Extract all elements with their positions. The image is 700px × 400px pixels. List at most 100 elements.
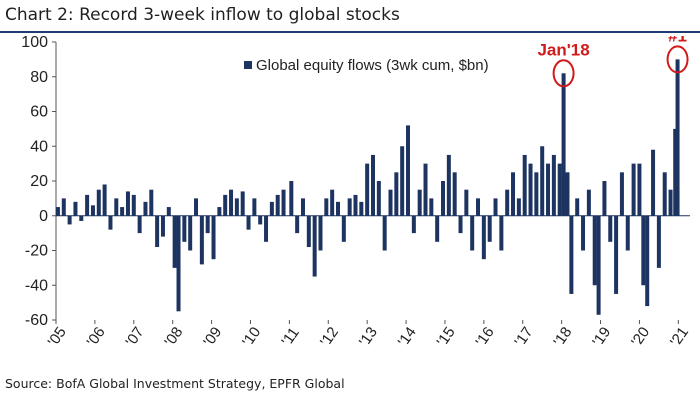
chart-title: Chart 2: Record 3-week inflow to global … xyxy=(5,5,400,25)
y-tick-label: 40 xyxy=(30,138,48,155)
y-tick-label: -60 xyxy=(25,312,48,329)
bar xyxy=(631,163,636,216)
x-tick-label: '14 xyxy=(395,324,420,350)
bar xyxy=(406,125,411,216)
bar xyxy=(217,207,222,216)
bar xyxy=(596,215,601,315)
bar xyxy=(487,215,492,242)
x-tick-label: '13 xyxy=(356,324,381,350)
bar xyxy=(592,215,597,286)
bar xyxy=(347,198,352,216)
bar xyxy=(289,181,294,216)
x-tick-label: '08 xyxy=(161,324,186,350)
bar xyxy=(470,215,475,251)
bar xyxy=(240,191,245,216)
bar xyxy=(435,215,440,242)
legend-label: Global equity flows (3wk cum, $bn) xyxy=(256,57,489,74)
bar xyxy=(476,198,481,216)
bar xyxy=(423,163,428,216)
x-tick-label: '18 xyxy=(550,324,575,350)
bar xyxy=(295,215,300,234)
bar xyxy=(194,198,199,216)
bar xyxy=(149,189,154,216)
bar xyxy=(199,215,204,265)
bar xyxy=(645,215,650,307)
bar xyxy=(102,184,107,216)
bar xyxy=(376,181,381,216)
x-tick-label: '19 xyxy=(589,324,614,350)
bar xyxy=(166,207,171,216)
bar xyxy=(143,201,148,216)
bar xyxy=(662,172,667,216)
bar xyxy=(108,215,113,230)
series-bars xyxy=(55,59,680,315)
x-tick-label: '09 xyxy=(200,324,225,350)
bar xyxy=(441,181,446,216)
bar xyxy=(234,198,239,216)
bar xyxy=(546,163,551,216)
bar xyxy=(394,172,399,216)
bar xyxy=(365,163,370,216)
bar xyxy=(182,215,187,242)
bar xyxy=(172,215,177,268)
bar xyxy=(388,189,393,216)
y-tick-label: 20 xyxy=(30,173,48,190)
x-tick-label: '11 xyxy=(278,324,303,349)
bar xyxy=(499,215,504,251)
bar xyxy=(528,163,533,216)
bar xyxy=(522,154,527,216)
bar xyxy=(120,207,125,216)
bar xyxy=(176,215,181,312)
bar xyxy=(359,201,364,216)
y-tick-label: 100 xyxy=(21,36,48,51)
y-axis: -60 -40 -20 0 20 40 60 80 100 xyxy=(21,36,57,329)
x-tick-label: '21 xyxy=(667,324,692,350)
bar xyxy=(155,215,160,248)
y-tick-label: 0 xyxy=(39,208,48,225)
bar xyxy=(673,128,678,216)
legend-swatch xyxy=(244,61,252,69)
bar xyxy=(619,172,624,216)
bar xyxy=(61,198,66,216)
bar xyxy=(446,154,451,216)
bar xyxy=(534,172,539,216)
bar xyxy=(85,194,90,216)
bar xyxy=(330,189,335,216)
bar xyxy=(114,198,119,216)
bar xyxy=(551,154,556,216)
bar xyxy=(353,194,358,216)
bar xyxy=(452,172,457,216)
y-tick-label: 80 xyxy=(30,69,48,86)
bar xyxy=(411,215,416,234)
x-tick-label: '10 xyxy=(239,324,264,350)
y-tick-label: -20 xyxy=(25,243,48,260)
bar xyxy=(675,59,680,216)
x-tick-label: '05 xyxy=(45,324,70,350)
bar xyxy=(400,146,405,216)
bar xyxy=(55,207,60,216)
bar xyxy=(341,215,346,242)
chart-area: -60 -40 -20 0 20 40 60 80 100 '05 '06 '07 '08 '09 '10… xyxy=(21,36,692,350)
bar xyxy=(569,215,574,294)
bar xyxy=(252,198,257,216)
bar xyxy=(324,198,329,216)
bar xyxy=(565,172,570,216)
bar xyxy=(625,215,630,251)
bar xyxy=(160,215,165,237)
x-tick-label: '07 xyxy=(122,324,147,350)
bar xyxy=(511,172,516,216)
annotations: Jan'18 #1 xyxy=(537,36,689,88)
bar xyxy=(458,215,463,234)
annotation-label: Jan'18 xyxy=(537,40,589,59)
bar xyxy=(493,198,498,216)
bar xyxy=(96,189,101,216)
bar xyxy=(505,189,510,216)
bar xyxy=(637,163,642,216)
bar xyxy=(651,149,656,216)
bar xyxy=(306,215,311,248)
bar xyxy=(90,205,95,216)
bar xyxy=(586,189,591,216)
bar xyxy=(205,215,210,234)
bar xyxy=(581,215,586,251)
bar xyxy=(656,215,661,268)
